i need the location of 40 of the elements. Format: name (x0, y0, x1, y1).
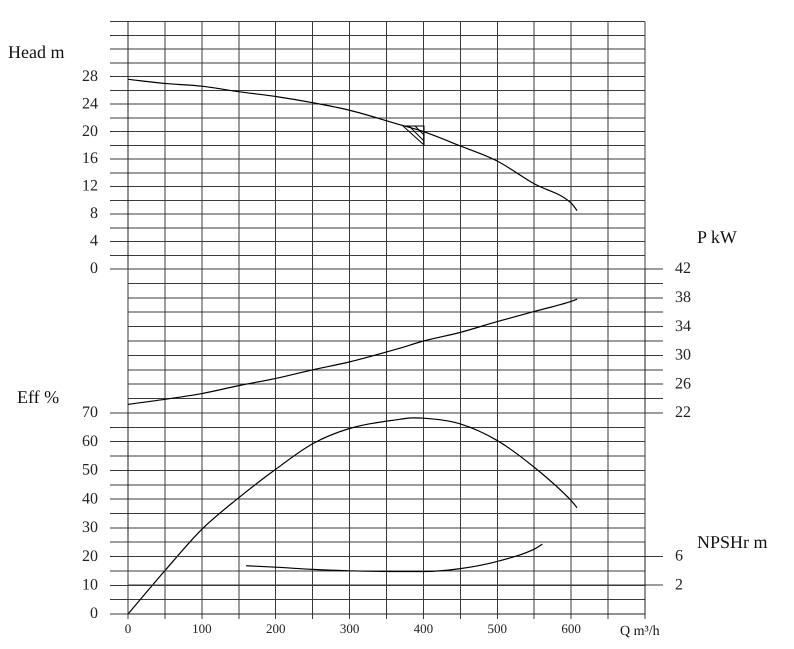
y-tick-label: 6 (675, 548, 683, 565)
y-tick-label: 8 (90, 205, 98, 222)
y-tick-label: 16 (82, 150, 98, 168)
y-tick-label: 60 (82, 432, 98, 450)
line-series (128, 417, 578, 614)
y-tick-label: 34 (675, 318, 691, 335)
y-tick-label: 30 (675, 346, 691, 364)
y-tick-label: 0 (90, 605, 98, 622)
line-series (246, 544, 543, 572)
y-tick-label: 38 (675, 289, 691, 306)
x-tick-label: 500 (488, 621, 508, 636)
x-tick-label: 400 (414, 621, 434, 636)
y-tick-label: 28 (82, 68, 98, 85)
x-tick-label: 100 (192, 621, 212, 636)
y-tick-label: 20 (82, 548, 98, 565)
x-tick-label: 600 (561, 621, 581, 636)
y-tick-label: 50 (82, 462, 98, 479)
line-series (128, 298, 578, 405)
x-tick-label: 0 (124, 621, 132, 636)
y-tick-label: 4 (90, 232, 98, 250)
y-axis-title: NPSHr m (697, 532, 768, 552)
x-tick-label: 200 (266, 621, 286, 636)
x-tick-label: 300 (340, 621, 360, 636)
y-tick-label: 26 (675, 375, 691, 392)
y-tick-label: 20 (82, 122, 98, 140)
y-tick-label: 12 (82, 178, 98, 195)
y-tick-label: 2 (675, 576, 683, 594)
y-tick-label: 10 (82, 576, 98, 594)
y-tick-label: 70 (82, 404, 98, 422)
y-tick-label: 0 (90, 260, 98, 278)
y-axis-title: Eff % (17, 387, 60, 407)
y-tick-label: 22 (675, 404, 691, 422)
x-axis-title: Q m³/h (620, 623, 660, 641)
y-tick-label: 30 (82, 519, 98, 536)
y-tick-label: 42 (675, 260, 691, 278)
y-axis-title: Head m (8, 42, 64, 62)
y-axis-title: P kW (697, 227, 737, 247)
y-tick-label: 40 (82, 490, 98, 508)
y-tick-label: 24 (82, 95, 98, 112)
line-series (128, 78, 578, 212)
